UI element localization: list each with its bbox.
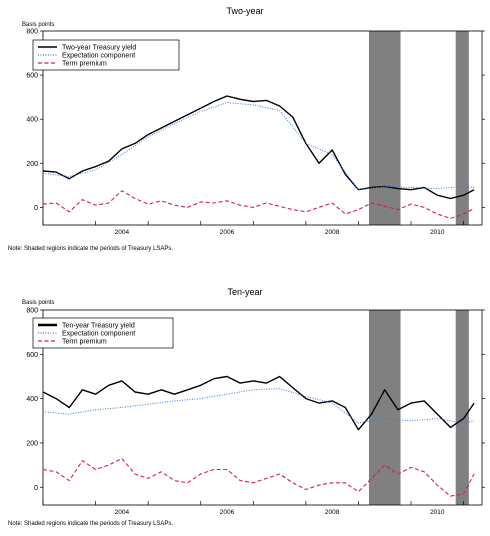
legend-box [32,39,180,71]
plot-frame [42,30,483,226]
y-tick-label: 600 [26,73,38,80]
series-line-dashed [42,190,475,219]
chart-title-ten-year: Ten-year [227,287,263,297]
legend-entry: Expectation component [62,53,135,60]
lsap-shaded-region [368,310,401,505]
legend-entry: Expectation component [62,331,135,338]
chart-note: Note: Shaded regions indicate the period… [8,246,174,252]
x-tick-label: 2004 [115,509,130,516]
plot-frame [42,309,483,506]
legend-entry: Term premium [62,61,107,68]
lsap-shaded-region [368,31,401,225]
y-axis-unit-label: Basis points [22,22,55,28]
y-tick-label: 0 [34,485,38,492]
series-line-dotted [42,388,475,424]
series-line-dashed [42,457,475,497]
y-axis-unit-label: Basis points [22,300,55,306]
y-tick-label: 800 [26,29,38,36]
y-tick-label: 600 [26,352,38,359]
lsap-shaded-region [455,31,469,225]
chart-title-two-year: Two-year [226,6,264,16]
series-line-solid [42,95,475,200]
legend-entry: Term premium [62,339,107,346]
x-tick-label: 2006 [220,229,235,236]
y-tick-label: 200 [26,161,38,168]
x-tick-label: 2008 [325,509,340,516]
x-tick-label: 2008 [325,229,340,236]
lsap-shaded-region [455,310,469,505]
x-tick-label: 2006 [220,509,235,516]
y-tick-label: 400 [26,117,38,124]
chart-note: Note: Shaded regions indicate the period… [8,521,174,527]
x-tick-label: 2010 [430,229,445,236]
y-tick-label: 800 [26,308,38,315]
series-line-solid [42,375,475,431]
y-tick-label: 0 [34,205,38,212]
x-tick-label: 2004 [115,229,130,236]
legend-entry: Two-year Treasury yield [62,45,136,52]
y-tick-label: 200 [26,440,38,447]
y-tick-label: 400 [26,396,38,403]
legend-entry: Ten-year Treasury yield [62,323,135,330]
x-tick-label: 2010 [430,509,445,516]
